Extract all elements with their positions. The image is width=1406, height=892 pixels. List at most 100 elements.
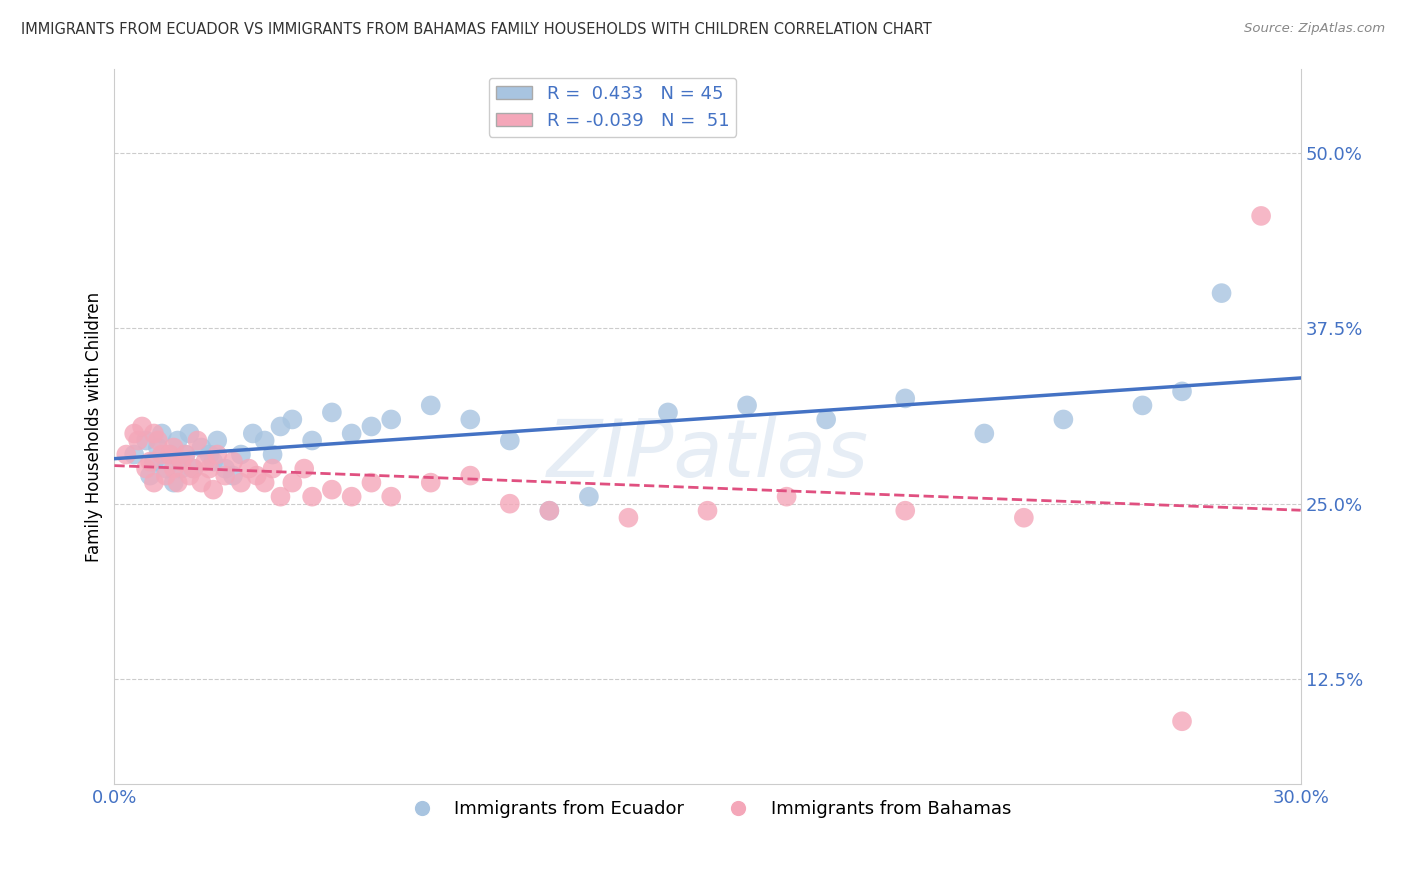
Point [1132,399,1154,413]
Point [1171,714,1194,729]
Point [499,434,522,448]
Point [222,454,245,468]
Point [135,434,157,448]
Point [159,448,181,462]
Point [214,468,236,483]
Point [578,490,600,504]
Point [1211,286,1233,301]
Point [127,434,149,448]
Point [617,510,640,524]
Point [499,497,522,511]
Point [281,412,304,426]
Point [163,461,186,475]
Point [419,475,441,490]
Point [253,434,276,448]
Point [131,419,153,434]
Point [222,468,245,483]
Text: IMMIGRANTS FROM ECUADOR VS IMMIGRANTS FROM BAHAMAS FAMILY HOUSEHOLDS WITH CHILDR: IMMIGRANTS FROM ECUADOR VS IMMIGRANTS FR… [21,22,932,37]
Point [190,475,212,490]
Point [205,434,228,448]
Point [202,454,225,468]
Point [321,483,343,497]
Point [1250,209,1272,223]
Legend: Immigrants from Ecuador, Immigrants from Bahamas: Immigrants from Ecuador, Immigrants from… [396,793,1018,825]
Point [190,441,212,455]
Point [155,461,177,475]
Point [360,419,382,434]
Point [269,419,291,434]
Point [186,434,208,448]
Point [419,399,441,413]
Point [142,454,165,468]
Point [458,468,481,483]
Point [281,475,304,490]
Point [163,475,186,490]
Text: Source: ZipAtlas.com: Source: ZipAtlas.com [1244,22,1385,36]
Point [538,504,561,518]
Point [657,405,679,419]
Point [139,468,162,483]
Y-axis label: Family Households with Children: Family Households with Children [86,292,103,562]
Point [159,448,181,462]
Point [122,448,145,462]
Point [262,461,284,475]
Point [229,448,252,462]
Point [229,475,252,490]
Point [174,448,197,462]
Point [380,412,402,426]
Point [142,475,165,490]
Point [292,461,315,475]
Point [735,399,758,413]
Point [360,475,382,490]
Point [150,448,173,462]
Point [894,392,917,406]
Point [139,454,162,468]
Point [538,504,561,518]
Point [183,461,205,475]
Point [205,448,228,462]
Point [198,461,221,475]
Point [815,412,838,426]
Point [269,490,291,504]
Point [170,454,193,468]
Point [146,441,169,455]
Point [1052,412,1074,426]
Point [380,490,402,504]
Point [115,448,138,462]
Point [142,426,165,441]
Point [340,426,363,441]
Point [214,461,236,475]
Point [163,441,186,455]
Point [696,504,718,518]
Point [894,504,917,518]
Point [301,490,323,504]
Point [179,426,201,441]
Point [253,475,276,490]
Point [1012,510,1035,524]
Point [262,448,284,462]
Point [150,426,173,441]
Point [174,448,197,462]
Point [146,434,169,448]
Point [246,468,269,483]
Point [170,461,193,475]
Point [155,468,177,483]
Point [242,426,264,441]
Text: ZIPatlas: ZIPatlas [547,416,869,494]
Point [166,475,188,490]
Point [198,448,221,462]
Point [458,412,481,426]
Point [183,461,205,475]
Point [166,434,188,448]
Point [321,405,343,419]
Point [179,468,201,483]
Point [301,434,323,448]
Point [973,426,995,441]
Point [340,490,363,504]
Point [1171,384,1194,399]
Point [194,454,217,468]
Point [122,426,145,441]
Point [202,483,225,497]
Point [775,490,797,504]
Point [135,461,157,475]
